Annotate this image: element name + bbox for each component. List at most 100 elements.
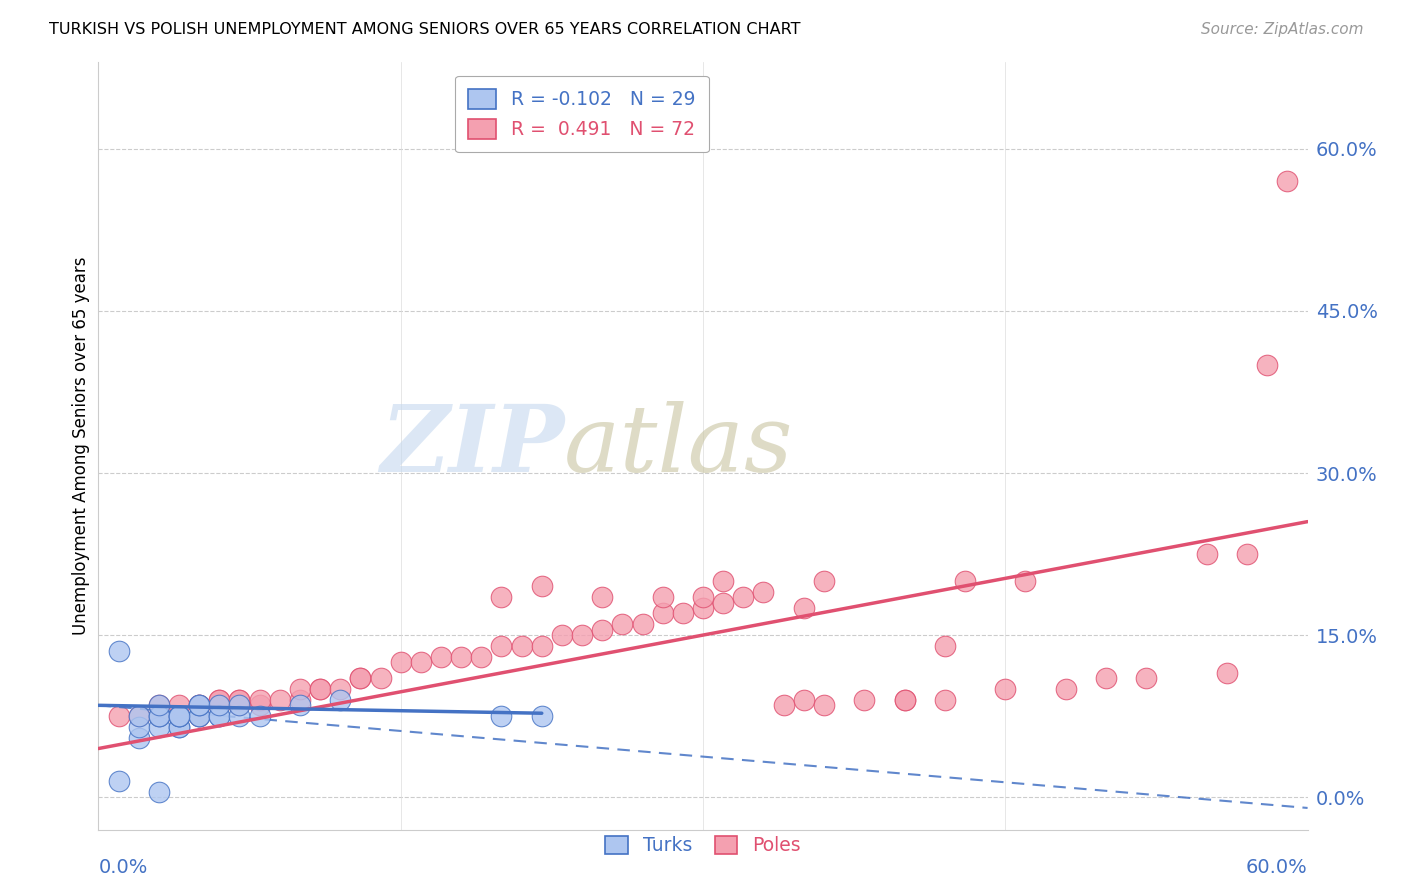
Point [733,591,755,605]
Text: TURKISH VS POLISH UNEMPLOYMENT AMONG SENIORS OVER 65 YEARS CORRELATION CHART: TURKISH VS POLISH UNEMPLOYMENT AMONG SEN… [49,22,800,37]
Point [853,693,876,707]
Point [288,693,311,707]
Point [148,785,170,799]
Point [1236,547,1258,561]
Point [591,623,613,637]
Point [813,574,835,588]
Point [591,591,613,605]
Point [329,693,352,707]
Point [711,574,734,588]
Point [107,709,129,723]
Point [672,607,695,621]
Point [470,649,492,664]
Point [551,628,574,642]
Point [128,720,150,734]
Point [167,709,190,723]
Point [370,671,392,685]
Point [1256,358,1278,372]
Point [148,698,170,713]
Point [188,698,211,713]
Point [167,709,190,723]
Point [288,698,311,713]
Point [389,655,412,669]
Point [450,649,472,664]
Point [107,644,129,658]
Point [349,671,371,685]
Point [692,591,714,605]
Point [571,628,593,642]
Point [167,720,190,734]
Point [772,698,794,713]
Point [228,693,250,707]
Point [208,693,231,707]
Point [1195,547,1218,561]
Point [188,698,211,713]
Point [208,693,231,707]
Point [188,698,211,713]
Point [167,720,190,734]
Point [188,709,211,723]
Point [128,731,150,745]
Point [128,709,150,723]
Point [1095,671,1118,685]
Point [228,698,250,713]
Point [994,682,1017,697]
Point [309,682,332,697]
Point [813,698,835,713]
Text: 0.0%: 0.0% [98,857,148,877]
Text: atlas: atlas [564,401,793,491]
Point [208,698,231,713]
Text: ZIP: ZIP [380,401,564,491]
Legend: Turks, Poles: Turks, Poles [598,828,808,863]
Point [148,698,170,713]
Point [1135,671,1157,685]
Point [228,709,250,723]
Point [752,585,775,599]
Point [188,698,211,713]
Point [893,693,915,707]
Point [208,698,231,713]
Point [249,693,271,707]
Point [793,601,815,615]
Point [167,709,190,723]
Point [491,591,513,605]
Text: 60.0%: 60.0% [1246,857,1308,877]
Y-axis label: Unemployment Among Seniors over 65 years: Unemployment Among Seniors over 65 years [72,257,90,635]
Point [288,682,311,697]
Point [329,682,352,697]
Point [612,617,634,632]
Point [188,709,211,723]
Point [128,709,150,723]
Point [491,709,513,723]
Point [893,693,915,707]
Point [651,591,673,605]
Point [491,639,513,653]
Point [148,720,170,734]
Point [934,639,956,653]
Point [510,639,533,653]
Point [651,607,673,621]
Point [349,671,371,685]
Point [1216,665,1239,680]
Point [711,596,734,610]
Point [148,709,170,723]
Point [309,682,332,697]
Point [228,693,250,707]
Text: Source: ZipAtlas.com: Source: ZipAtlas.com [1201,22,1364,37]
Point [249,698,271,713]
Point [208,709,231,723]
Point [208,709,231,723]
Point [530,579,553,593]
Point [530,709,553,723]
Point [793,693,815,707]
Point [409,655,432,669]
Point [692,601,714,615]
Point [148,709,170,723]
Point [188,709,211,723]
Point [631,617,654,632]
Point [107,773,129,788]
Point [530,639,553,653]
Point [430,649,453,664]
Point [228,698,250,713]
Point [148,709,170,723]
